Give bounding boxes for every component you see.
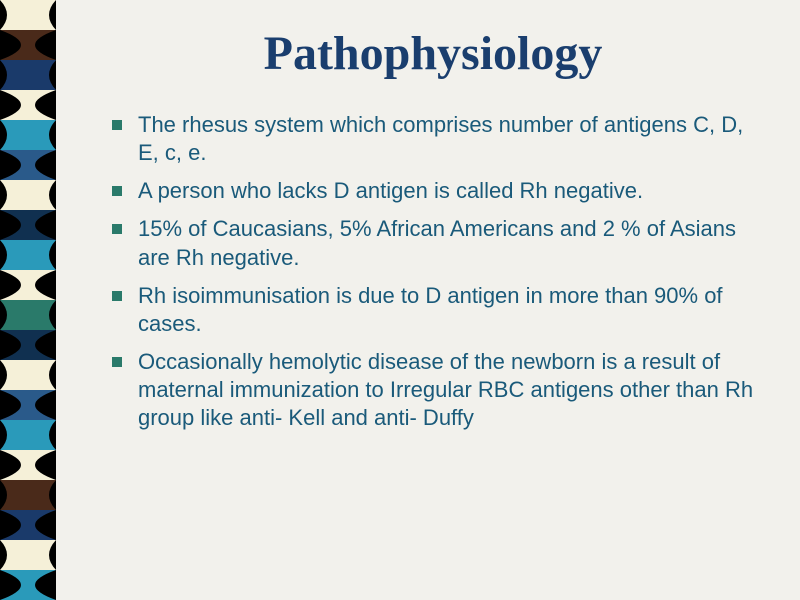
slide: Pathophysiology The rhesus system which … — [0, 0, 800, 600]
list-item: 15% of Caucasians, 5% African Americans … — [106, 215, 760, 271]
list-item: The rhesus system which comprises number… — [106, 111, 760, 167]
decorative-strip — [0, 0, 56, 600]
list-item: A person who lacks D antigen is called R… — [106, 177, 760, 205]
slide-title: Pathophysiology — [106, 26, 760, 81]
list-item: Occasionally hemolytic disease of the ne… — [106, 348, 760, 432]
slide-content: Pathophysiology The rhesus system which … — [56, 0, 800, 600]
wave-icon — [0, 0, 56, 600]
bullet-list: The rhesus system which comprises number… — [106, 111, 760, 433]
list-item: Rh isoimmunisation is due to D antigen i… — [106, 282, 760, 338]
